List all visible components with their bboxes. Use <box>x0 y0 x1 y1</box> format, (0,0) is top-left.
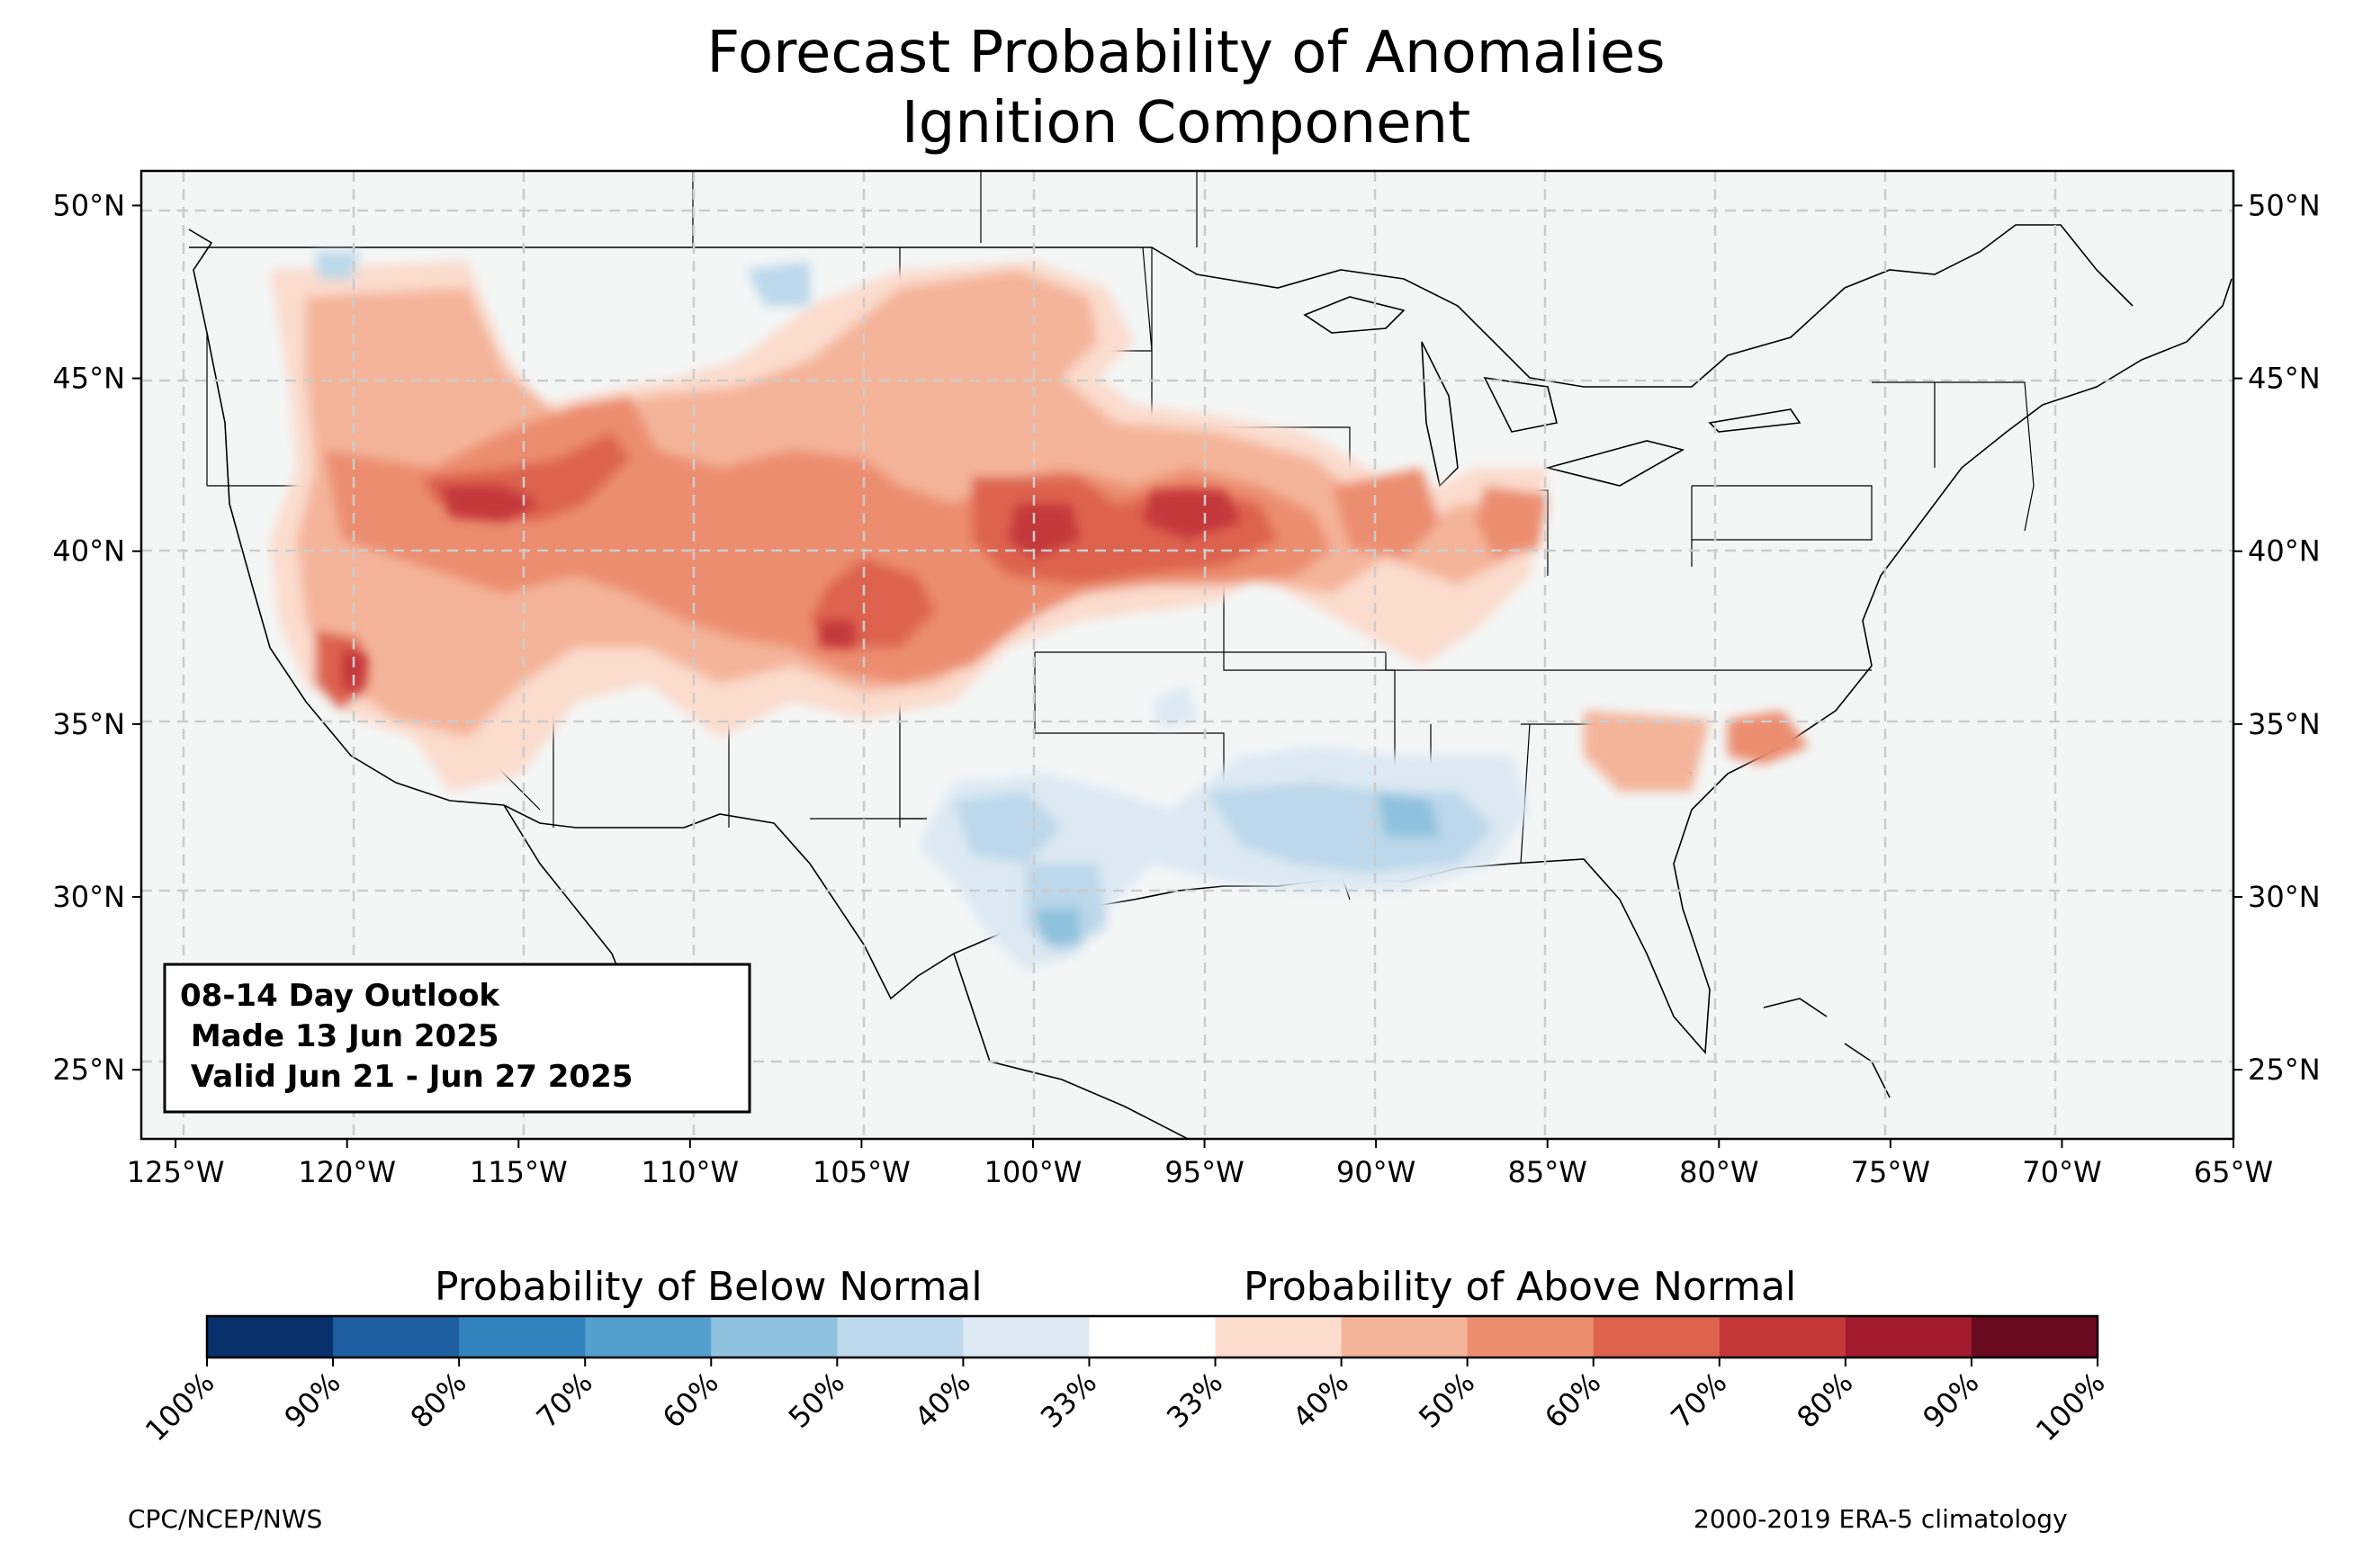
colorbar-tick-label: 80% <box>404 1366 473 1435</box>
lon-tick-label: 100°W <box>984 1155 1083 1189</box>
colorbar-swatch <box>1845 1316 1972 1357</box>
colorbar-tick-label: 60% <box>656 1366 725 1435</box>
colorbar-swatch <box>333 1316 460 1357</box>
colorbar-tick-label: 33% <box>1034 1366 1103 1435</box>
colorbar-swatch <box>207 1316 334 1357</box>
colorbar-tick-label: 100% <box>2029 1366 2112 1448</box>
below-normal-areas <box>315 252 1530 972</box>
colorbar-swatch <box>1341 1316 1469 1357</box>
lat-tick-label-left: 30°N <box>52 880 125 914</box>
lat-tick-label-left: 25°N <box>52 1053 125 1087</box>
info-box-line3: Valid Jun 21 - Jun 27 2025 <box>180 1059 633 1095</box>
lon-tick-label: 90°W <box>1336 1155 1415 1189</box>
colorbar-swatch <box>1593 1316 1721 1357</box>
map-subtitle: Ignition Component <box>901 90 1471 157</box>
colorbar-tick-label: 70% <box>1664 1366 1733 1435</box>
lat-tick-label-right: 50°N <box>2248 188 2321 222</box>
colorbar-tick-label: 50% <box>782 1366 851 1435</box>
footer-right: 2000-2019 ERA-5 climatology <box>1694 1504 2068 1534</box>
land-outline <box>188 224 2233 1139</box>
colorbar-swatch <box>1719 1316 1846 1357</box>
lon-tick-label: 80°W <box>1679 1155 1758 1189</box>
colorbar-swatch <box>1971 1316 2098 1357</box>
map-title: Forecast Probability of Anomalies <box>706 20 1666 86</box>
colorbar <box>207 1316 2098 1357</box>
lat-tick-label-left: 35°N <box>52 707 125 741</box>
colorbar-frame <box>205 1314 2099 1359</box>
colorbar-swatch <box>837 1316 964 1357</box>
lat-tick-label-right: 45°N <box>2248 362 2321 396</box>
colorbar-swatch <box>1467 1316 1595 1357</box>
info-box: 08-14 Day Outlook Made 13 Jun 2025 Valid… <box>163 963 751 1114</box>
lon-tick-label: 105°W <box>813 1155 911 1189</box>
colorbar-swatch <box>711 1316 838 1357</box>
info-box-line1: 08-14 Day Outlook <box>180 978 500 1014</box>
colorbar-tick-label: 33% <box>1160 1366 1229 1435</box>
info-box-line2: Made 13 Jun 2025 <box>180 1018 499 1054</box>
lat-tick-label-right: 35°N <box>2248 707 2321 741</box>
map-frame <box>139 169 2235 1141</box>
colorbar-swatch <box>1089 1316 1217 1357</box>
colorbar-tick-label: 40% <box>908 1366 977 1435</box>
colorbar-tick-label: 40% <box>1286 1366 1355 1435</box>
colorbar-tick-label: 90% <box>278 1366 347 1435</box>
lat-tick-label-left: 45°N <box>52 362 125 396</box>
colorbar-tick-label: 80% <box>1790 1366 1859 1435</box>
colorbar-tick-label: 50% <box>1412 1366 1481 1435</box>
lon-tick-label: 125°W <box>127 1155 225 1189</box>
colorbar-swatch <box>963 1316 1090 1357</box>
colorbar-tick-label: 90% <box>1916 1366 1985 1435</box>
colorbar-tick-label: 70% <box>530 1366 599 1435</box>
lat-tick-label-right: 30°N <box>2248 880 2321 914</box>
colorbar-tick-label: 100% <box>139 1366 221 1448</box>
colorbar-swatch <box>1215 1316 1343 1357</box>
high-probability-areas <box>342 486 1242 693</box>
above-normal-areas <box>270 261 1809 792</box>
colorbar-above-label: Probability of Above Normal <box>1244 1264 1797 1310</box>
lon-tick-label: 65°W <box>2194 1155 2273 1189</box>
lat-tick-label-left: 40°N <box>52 534 125 569</box>
lon-tick-label: 70°W <box>2022 1155 2101 1189</box>
lon-tick-label: 115°W <box>470 1155 568 1189</box>
colorbar-below-label: Probability of Below Normal <box>435 1264 983 1310</box>
lon-tick-label: 95°W <box>1164 1155 1244 1189</box>
colorbar-tick-label: 60% <box>1538 1366 1607 1435</box>
lon-tick-label: 120°W <box>298 1155 396 1189</box>
lat-tick-label-left: 50°N <box>52 188 125 222</box>
lon-tick-label: 85°W <box>1508 1155 1587 1189</box>
colorbar-swatch <box>585 1316 712 1357</box>
lon-tick-label: 75°W <box>1851 1155 1930 1189</box>
lat-tick-label-right: 25°N <box>2248 1053 2321 1087</box>
lat-tick-label-right: 40°N <box>2248 534 2321 569</box>
colorbar-swatch <box>459 1316 586 1357</box>
lon-tick-label: 110°W <box>641 1155 739 1189</box>
footer-left: CPC/NCEP/NWS <box>128 1504 323 1534</box>
